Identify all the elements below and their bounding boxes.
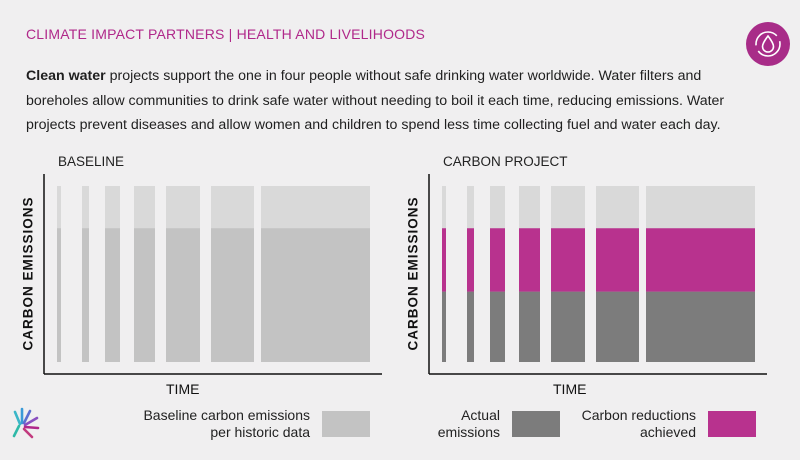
actual-emissions-bar <box>551 291 585 362</box>
legend-actual-label: Actual emissions <box>400 407 500 441</box>
baseline-bar <box>211 228 254 362</box>
baseline-bar <box>166 228 200 362</box>
baseline-bar <box>105 228 120 362</box>
charts-canvas <box>43 174 767 375</box>
actual-emissions-bar <box>490 291 505 362</box>
legend-baseline-swatch <box>322 411 370 437</box>
baseline-chart-title: BASELINE <box>58 154 125 169</box>
intro-paragraph: Clean water projects support the one in … <box>26 64 766 138</box>
intro-text: projects support the one in four people … <box>26 68 725 133</box>
reduction-bar <box>551 228 585 292</box>
reduction-bar <box>519 228 540 292</box>
water-drop-cycle-icon <box>746 22 790 66</box>
reduction-bar <box>490 228 505 292</box>
reduction-bar <box>646 228 755 292</box>
legend-baseline-label: Baseline carbon emissions per historic d… <box>120 407 310 441</box>
baseline-bar <box>261 228 370 362</box>
legend-reduction-line1: Carbon reductions <box>581 407 696 423</box>
reduction-bar <box>467 228 474 292</box>
actual-emissions-bar <box>467 291 474 362</box>
baseline-bar <box>82 228 89 362</box>
baseline-bar <box>134 228 155 362</box>
project-x-axis-label: TIME <box>553 381 587 397</box>
reduction-bar <box>596 228 639 292</box>
actual-emissions-bar <box>442 291 446 362</box>
legend-baseline-line2: per historic data <box>210 424 310 440</box>
baseline-x-axis-label: TIME <box>166 381 200 397</box>
baseline-bar <box>57 228 61 362</box>
header-title: CLIMATE IMPACT PARTNERS | HEALTH AND LIV… <box>26 26 426 42</box>
legend-reduction-line2: achieved <box>639 424 696 440</box>
legend-baseline-line1: Baseline carbon emissions <box>143 407 310 423</box>
project-chart <box>442 186 755 362</box>
reduction-bar <box>442 228 446 292</box>
project-chart-title: CARBON PROJECT <box>443 154 568 169</box>
baseline-chart <box>57 186 370 362</box>
legend-actual-swatch <box>512 411 560 437</box>
legend-actual-line2: emissions <box>437 424 500 440</box>
legend-actual-line1: Actual <box>461 407 500 423</box>
legend-reduction-swatch <box>708 411 756 437</box>
project-y-axis-label: CARBON EMISSIONS <box>405 196 421 351</box>
baseline-y-axis-label: CARBON EMISSIONS <box>20 196 36 351</box>
climate-impact-partners-logo <box>12 406 42 445</box>
actual-emissions-bar <box>519 291 540 362</box>
intro-bold: Clean water <box>26 68 106 84</box>
actual-emissions-bar <box>646 291 755 362</box>
actual-emissions-bar <box>596 291 639 362</box>
legend-reduction-label: Carbon reductions achieved <box>540 407 696 441</box>
